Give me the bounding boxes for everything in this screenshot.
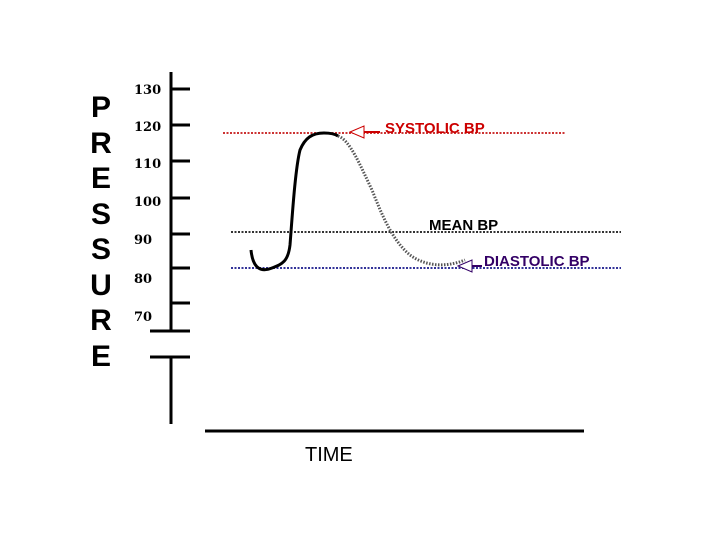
- waveform-decay: [337, 134, 466, 267]
- y-tick-label: 110: [134, 157, 161, 172]
- y-tick-label: 80: [134, 272, 152, 287]
- diastolic-arrow: [456, 259, 482, 273]
- systolic-label: SYSTOLIC BP: [385, 120, 485, 137]
- x-axis-label: TIME: [305, 444, 353, 466]
- diastolic-label: DIASTOLIC BP: [484, 253, 590, 270]
- y-axis-letter: E: [90, 339, 111, 373]
- y-axis-letter: R: [90, 126, 112, 160]
- y-tick-label: 70: [134, 310, 152, 325]
- y-axis-letter: S: [90, 197, 111, 231]
- y-axis-letter: S: [90, 233, 111, 266]
- y-tick-label: 130: [134, 83, 161, 98]
- y-ticks: 130 120 110 100 90 80 70: [134, 83, 190, 325]
- waveform-upstroke: [249, 131, 339, 272]
- y-axis-letter: P: [90, 91, 111, 124]
- y-axis-letter: E: [90, 162, 111, 195]
- y-tick-label: 120: [134, 120, 161, 135]
- y-axis-letter: R: [90, 304, 112, 337]
- systolic-arrow: [348, 125, 380, 139]
- y-tick-label: 90: [134, 233, 152, 248]
- y-tick-label: 100: [134, 195, 161, 210]
- mean-label: MEAN BP: [429, 217, 498, 234]
- y-axis-letter: U: [90, 268, 112, 302]
